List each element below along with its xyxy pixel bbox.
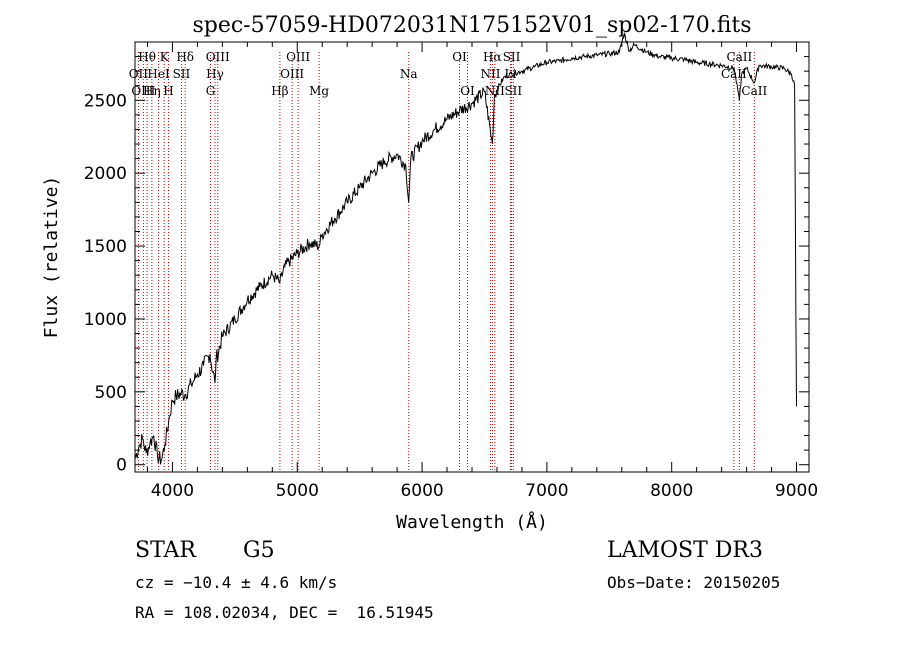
line-label-19: Hα <box>483 50 502 64</box>
line-label-7: H <box>163 84 173 98</box>
x-tick-label-2: 6000 <box>400 481 443 501</box>
x-axis-ticks: 4000 5000 6000 7000 8000 9000 <box>146 42 818 501</box>
x-tick-label-5: 9000 <box>775 481 818 501</box>
line-label-17: OI <box>452 50 467 64</box>
y-tick-label-0: 0 <box>116 456 127 476</box>
x-tick-label-1: 5000 <box>276 481 319 501</box>
line-label-10: Hγ <box>206 67 224 81</box>
x-axis-label: Wavelength (Å) <box>396 511 548 533</box>
x-tick-label-4: 8000 <box>650 481 693 501</box>
x-tick-label-0: 4000 <box>151 481 194 501</box>
y-axis-label: Flux (relative) <box>41 176 62 339</box>
line-label-20: NII <box>480 67 500 81</box>
line-label-24: SII <box>504 84 522 98</box>
line-label-8: Hδ <box>176 50 194 64</box>
observation-date: Obs−Date: 20150205 <box>607 573 781 592</box>
line-label-2: OIII <box>131 84 155 98</box>
line-label-4: HeI <box>147 67 170 81</box>
line-label-14: OIII <box>280 67 304 81</box>
line-label-22: SII <box>503 50 521 64</box>
line-label-23: Li <box>505 67 517 81</box>
y-tick-label-3: 1500 <box>84 237 127 257</box>
line-label-3: K <box>160 50 170 64</box>
line-label-15: Mg <box>309 84 329 98</box>
y-tick-label-1: 500 <box>95 383 127 403</box>
spectral-line-markers <box>137 52 755 472</box>
line-label-9: OIII <box>206 50 230 64</box>
line-label-6: SII <box>173 67 191 81</box>
chart-title: spec-57059-HD072031N175152V01_sp02-170.f… <box>192 13 751 38</box>
redshift-cz: cz = −10.4 ± 4.6 km/s <box>135 573 338 592</box>
line-label-16: Na <box>400 67 418 81</box>
plot-frame <box>134 41 810 473</box>
line-label-12: Hβ <box>271 84 288 98</box>
y-tick-label-4: 2000 <box>84 164 127 184</box>
line-label-5: Hη <box>143 84 161 98</box>
object-subclass: G5 <box>243 538 275 563</box>
line-label-13: OIII <box>286 50 310 64</box>
y-tick-label-5: 2500 <box>84 91 127 111</box>
line-label-11: G <box>206 84 216 98</box>
line-label-21: NII <box>485 84 505 98</box>
x-tick-label-3: 7000 <box>525 481 568 501</box>
sky-coordinates: RA = 108.02034, DEC = 16.51945 <box>135 603 434 622</box>
spectrum-line <box>134 31 797 465</box>
line-label-25: CaII <box>726 50 752 64</box>
y-tick-label-2: 1000 <box>84 310 127 330</box>
line-label-0: Hθ <box>138 50 156 64</box>
line-label-27: CaII <box>741 84 767 98</box>
survey-name: LAMOST DR3 <box>607 538 763 563</box>
y-axis-ticks: 0 500 1000 1500 2000 2500 <box>84 56 809 476</box>
line-label-18: OI <box>460 84 475 98</box>
line-label-26: CaII <box>721 67 747 81</box>
object-class: STAR <box>135 538 196 563</box>
line-label-1: OII <box>129 67 149 81</box>
